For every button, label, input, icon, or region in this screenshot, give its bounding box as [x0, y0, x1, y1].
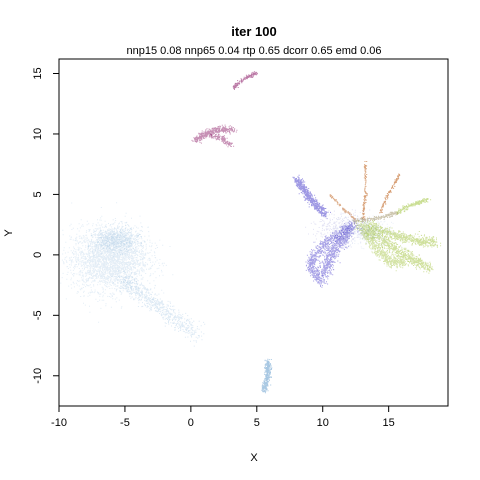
point-cluster: [305, 221, 354, 288]
x-tick-label: 15: [383, 417, 395, 429]
point-cluster: [261, 358, 273, 394]
point-cluster: [111, 270, 206, 347]
y-axis: -10 -5 0 5 10 15: [32, 67, 60, 384]
point-cluster: [352, 211, 399, 225]
point-cluster: [232, 71, 258, 90]
chart-subtitle: nnp15 0.08 nnp65 0.04 rtp 0.65 dcorr 0.6…: [126, 45, 381, 57]
y-tick-label: 0: [32, 252, 44, 258]
point-cluster: [361, 161, 368, 221]
point-cluster-marks: [305, 221, 354, 288]
x-tick-label: 5: [254, 417, 260, 429]
point-cluster: [358, 227, 409, 272]
point-cluster: [87, 219, 164, 259]
y-axis-label: Y: [3, 229, 15, 237]
point-cluster-marks: [358, 227, 409, 272]
point-cluster: [292, 174, 331, 220]
point-cluster-marks: [317, 220, 362, 280]
point-cluster-marks: [367, 219, 442, 248]
point-cluster: [379, 173, 401, 214]
y-tick-label: 5: [32, 191, 44, 197]
point-cluster: [317, 220, 362, 280]
x-tick-label: 0: [188, 417, 194, 429]
x-tick-label: -5: [120, 417, 130, 429]
y-tick-label: 10: [32, 128, 44, 140]
y-tick-label: -10: [32, 368, 44, 384]
point-cluster-marks: [361, 161, 368, 221]
y-tick-label: -5: [32, 310, 44, 320]
point-cluster: [208, 133, 235, 148]
point-cluster-marks: [305, 208, 385, 250]
point-cluster: [396, 198, 432, 215]
point-cluster: [305, 208, 385, 250]
point-cluster-marks: [329, 194, 356, 220]
data-points: [60, 71, 442, 394]
point-cluster: [329, 194, 356, 220]
point-cluster-marks: [87, 219, 164, 259]
point-cluster-marks: [191, 124, 238, 144]
x-tick-label: -10: [51, 417, 67, 429]
point-cluster-marks: [60, 202, 174, 323]
point-cluster-marks: [208, 133, 235, 148]
point-cluster-marks: [352, 211, 399, 225]
point-cluster: [191, 124, 238, 144]
point-cluster-marks: [232, 71, 258, 90]
point-cluster-marks: [354, 219, 434, 274]
point-cluster-marks: [111, 270, 206, 347]
point-cluster: [367, 219, 442, 248]
point-cluster: [60, 202, 174, 323]
y-tick-label: 15: [32, 67, 44, 79]
point-cluster-marks: [261, 358, 273, 394]
x-axis: -10 -5 0 5 10 15: [51, 405, 395, 429]
x-axis-label: X: [250, 452, 258, 464]
point-cluster-marks: [379, 173, 401, 214]
x-tick-label: 10: [317, 417, 329, 429]
point-cluster-marks: [396, 198, 432, 215]
chart-title: iter 100: [231, 24, 277, 39]
point-cluster: [354, 219, 434, 274]
point-cluster-marks: [292, 174, 331, 220]
